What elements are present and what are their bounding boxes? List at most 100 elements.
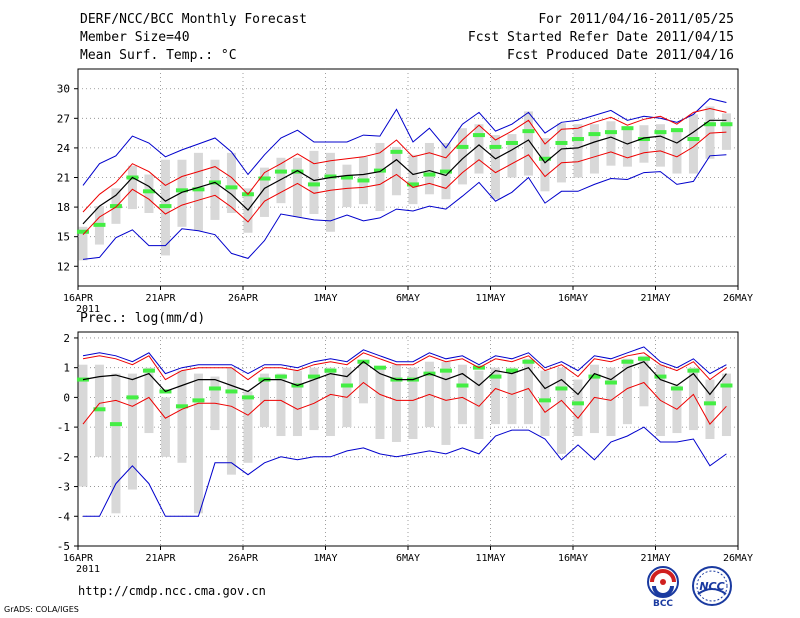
median-marker <box>142 189 155 194</box>
grads-credit: GrADS: COLA/IGES <box>4 605 79 614</box>
spread-box <box>309 367 319 431</box>
median-marker <box>423 172 436 177</box>
series-max-line <box>82 346 727 375</box>
spread-box <box>391 146 401 196</box>
spread-box <box>144 367 154 434</box>
spread-box <box>457 364 467 425</box>
spread-box <box>127 165 137 210</box>
median-marker <box>324 368 337 373</box>
y-tick-label: 24 <box>57 142 71 155</box>
series-max-line <box>82 98 727 186</box>
bcc-logo-text: BCC <box>653 599 673 608</box>
spread-box <box>606 367 616 437</box>
spread-box <box>325 367 335 437</box>
spread-box <box>639 125 649 163</box>
median-marker <box>340 383 353 388</box>
spread-box <box>177 370 187 463</box>
median-marker <box>571 137 584 142</box>
spread-box <box>556 123 566 183</box>
spread-box <box>540 138 550 192</box>
median-marker <box>324 174 337 179</box>
source-url[interactable]: http://cmdp.ncc.cma.gov.cn <box>78 584 266 598</box>
median-marker <box>93 222 106 227</box>
spread-box <box>193 373 203 514</box>
median-marker <box>703 122 716 127</box>
median-marker <box>588 132 601 137</box>
spread-box <box>490 135 500 200</box>
median-marker <box>654 374 667 379</box>
median-marker <box>555 140 568 145</box>
spread-box <box>474 124 484 174</box>
median-marker <box>604 130 617 135</box>
spread-box <box>243 391 253 463</box>
spread-box <box>573 124 583 178</box>
series-upper-line <box>82 352 727 381</box>
spread-box <box>375 367 385 439</box>
median-marker <box>390 149 403 154</box>
spread-box <box>391 364 401 442</box>
x-tick-label: 16MAY <box>558 553 588 564</box>
median-marker <box>522 359 535 364</box>
spread-box <box>523 111 533 176</box>
x-tick-label: 1MAY <box>313 293 337 304</box>
chart-panel-2: -5 -4 -3 -2 -1 0 1 2 16APR 21APR 26APR 1MAY 6MAY 11MA… <box>57 331 753 575</box>
median-marker <box>489 374 502 379</box>
spread-box <box>276 373 286 437</box>
median-marker <box>456 383 469 388</box>
spread-box <box>474 370 484 439</box>
x-tick-label: 26APR <box>228 293 259 304</box>
median-marker <box>555 386 568 391</box>
x-tick-label: 16APR <box>63 293 94 304</box>
y-tick-label: 15 <box>57 231 70 244</box>
spread-box <box>210 159 220 220</box>
spread-box <box>78 364 88 487</box>
chart-panel-1: 12 15 18 21 24 27 30 16APR 21APR 26APR 1MAY 6MAY 11M… <box>57 68 753 315</box>
y-tick-label: -4 <box>57 510 71 523</box>
chart-title: DERF/NCC/BCC Monthly Forecast <box>80 12 307 27</box>
ncc-logo: NCC <box>692 566 732 606</box>
median-marker <box>109 422 122 427</box>
y-tick-label: 18 <box>57 201 70 214</box>
bcc-logo: BCC <box>647 566 679 608</box>
median-marker <box>439 368 452 373</box>
median-marker <box>687 368 700 373</box>
x-tick-label: 21APR <box>145 553 176 564</box>
spread-box <box>589 124 599 174</box>
x-tick-label: 11MAY <box>475 293 505 304</box>
y-tick-label: -1 <box>57 421 70 434</box>
variable-label: Mean Surf. Temp.: °C <box>80 48 237 63</box>
median-marker <box>175 404 188 409</box>
x-tick-label: 21MAY <box>640 553 670 564</box>
median-marker <box>225 389 238 394</box>
spread-box <box>490 367 500 425</box>
median-marker <box>621 126 634 131</box>
spread-box <box>111 373 121 514</box>
series-lower-line <box>82 381 727 425</box>
median-marker <box>274 374 287 379</box>
median-marker <box>703 401 716 406</box>
spread-box <box>424 142 434 195</box>
median-marker <box>522 129 535 134</box>
y-tick-label: -5 <box>57 540 70 553</box>
median-marker <box>637 356 650 361</box>
spread-box <box>606 121 616 166</box>
spread-box <box>688 114 698 174</box>
x-tick-label: 26MAY <box>723 553 753 564</box>
median-marker <box>654 130 667 135</box>
spread-box <box>507 134 517 178</box>
panel-subtitle: Prec.: log(mm/d) <box>80 311 205 326</box>
spread-box <box>226 367 236 475</box>
spread-box <box>441 361 451 445</box>
median-marker <box>687 137 700 142</box>
median-marker <box>175 188 188 193</box>
series-min-line <box>82 154 727 260</box>
median-marker <box>637 137 650 142</box>
median-marker <box>76 229 89 234</box>
spread-box <box>408 154 418 205</box>
median-marker <box>720 383 733 388</box>
spread-box <box>292 370 302 437</box>
spread-box <box>589 364 599 434</box>
produced-date: Fcst Produced Date 2011/04/16 <box>507 48 734 63</box>
series-min-line <box>83 426 727 517</box>
